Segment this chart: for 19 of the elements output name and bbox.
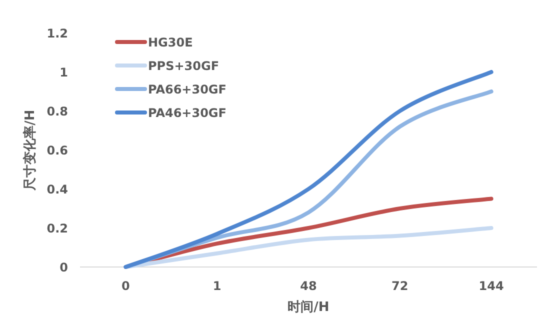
x-tick-label: 72	[392, 279, 408, 293]
x-tick-label: 48	[300, 279, 317, 293]
y-tick-label: 0.2	[46, 222, 68, 236]
y-tick-label: 0.6	[46, 144, 68, 158]
legend-label: HG30E	[148, 36, 193, 50]
y-tick-label: 1	[60, 66, 68, 80]
y-tick-label: 0.8	[46, 104, 68, 118]
legend-label: PPS+30GF	[148, 59, 220, 73]
x-tick-label: 1	[212, 279, 222, 293]
y-tick-label: 0.4	[46, 182, 68, 196]
y-tick-label: 1.2	[46, 26, 68, 40]
line-series	[124, 226, 494, 269]
x-tick-label: 0	[122, 279, 130, 293]
legend-label: PA46+30GF	[148, 106, 226, 120]
legend-label: PA66+30GF	[148, 82, 226, 96]
x-tick-label: 144	[478, 279, 504, 293]
x-axis-title: 时间/H	[288, 300, 330, 315]
y-axis-title: 尺寸变化率/H	[22, 110, 38, 192]
y-tick-label: 0	[60, 260, 68, 274]
